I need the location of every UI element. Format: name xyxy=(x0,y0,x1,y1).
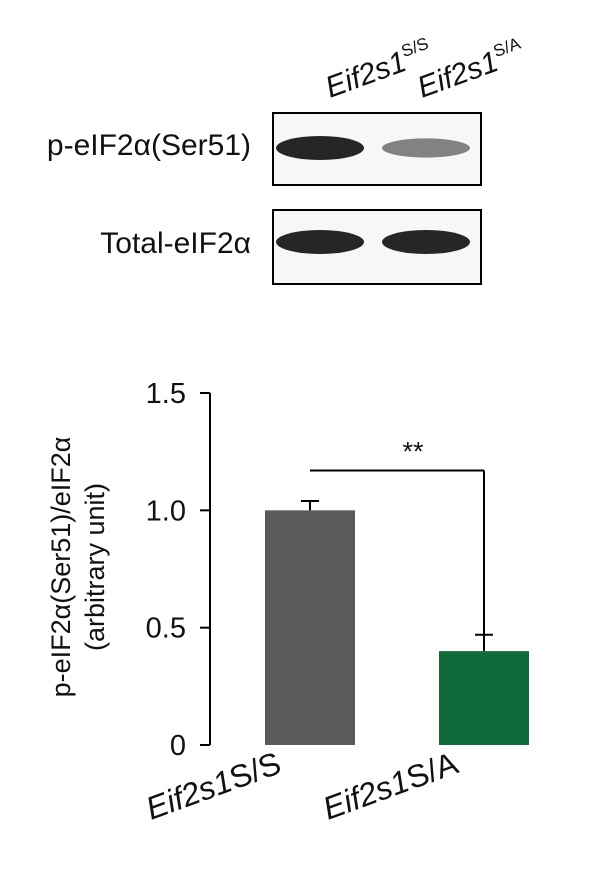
lane-label-ss-base: Eif2s1 xyxy=(321,45,411,105)
significance-bracket: ** xyxy=(310,436,485,645)
y-axis-label-line2: (arbitrary unit) xyxy=(80,483,110,651)
x-tick-label: Eif2s1S/S xyxy=(141,745,285,827)
x-tick-label: Eif2s1S/A xyxy=(318,745,463,827)
blot-band xyxy=(382,230,470,254)
blot-band xyxy=(276,136,364,160)
blot-band xyxy=(276,230,364,254)
lane-label-sa: Eif2s1S/A xyxy=(412,34,529,105)
bar xyxy=(265,510,355,745)
lane-label-sa-base: Eif2s1 xyxy=(413,45,503,105)
y-tick-label: 1.0 xyxy=(146,495,186,527)
y-tick-label: 0 xyxy=(170,730,186,762)
bar xyxy=(439,651,529,745)
x-tick-labels: Eif2s1S/S Eif2s1S/A xyxy=(141,745,463,827)
blot-row-label-phospho: p-eIF2α(Ser51) xyxy=(47,129,251,162)
bars xyxy=(265,499,529,745)
blot-bands xyxy=(276,136,470,254)
western-blot: Eif2s1S/S Eif2s1S/A p-eIF2α(Ser51) Total… xyxy=(47,34,529,285)
y-axis-label-line1: p-eIF2α(Ser51)/eIF2α xyxy=(46,437,76,698)
lane-label-ss-sup: S/S xyxy=(399,34,431,61)
bar-chart: 0 0.5 1.0 1.5 p-eIF2α(Ser51)/eIF2α (arbitra… xyxy=(46,378,529,827)
lane-label-sa-sup: S/A xyxy=(491,34,524,61)
blot-row-label-total: Total-eIF2α xyxy=(100,227,251,260)
y-tick-label: 1.5 xyxy=(146,378,186,410)
y-tick-label: 0.5 xyxy=(146,613,186,645)
lane-label-ss: Eif2s1S/S xyxy=(320,34,436,105)
y-ticks: 0 0.5 1.0 1.5 xyxy=(146,378,210,762)
blot-band xyxy=(382,138,470,158)
significance-label: ** xyxy=(402,436,424,466)
